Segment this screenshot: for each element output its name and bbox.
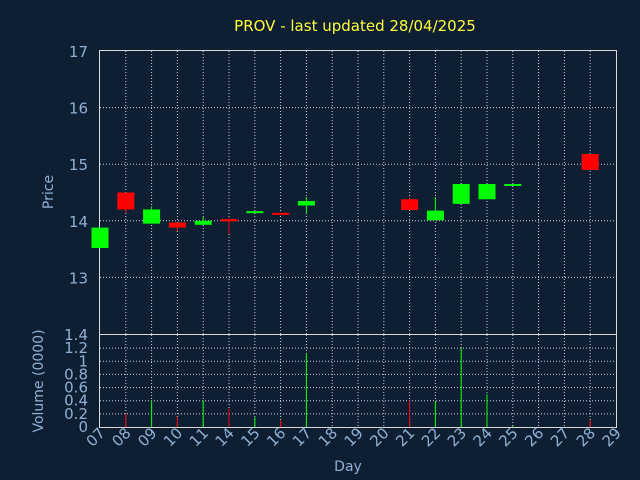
- candle: [117, 192, 135, 213]
- day-tick-label: 23: [444, 424, 470, 450]
- volume-panel-frame: [99, 334, 617, 428]
- price-tick-label: 16: [69, 100, 88, 118]
- day-tick-label: 19: [341, 424, 367, 450]
- candle: [426, 197, 444, 221]
- price-tick-label: 17: [69, 43, 88, 61]
- day-tick-label: 09: [134, 424, 160, 450]
- price-tick-label: 13: [69, 269, 88, 287]
- candle-body: [581, 154, 599, 170]
- volume-tick-label: 1.4: [64, 326, 88, 344]
- candle-body: [168, 222, 186, 228]
- candle-body: [143, 209, 161, 224]
- candle: [401, 197, 419, 211]
- candle: [194, 216, 212, 225]
- day-tick-label: 28: [573, 424, 599, 450]
- day-tick-label: 24: [470, 424, 496, 450]
- day-tick-label: 14: [212, 424, 238, 450]
- x-axis-label: Day: [334, 459, 362, 475]
- candle: [581, 154, 599, 170]
- volume-tick-labels: 1.41.210.80.60.40.20: [64, 326, 88, 436]
- volume-tick-label: 0.8: [64, 365, 88, 383]
- volume-grid: [100, 335, 616, 427]
- volume-tick-label: 1.2: [64, 339, 88, 357]
- candle: [504, 184, 522, 187]
- candle-body: [452, 184, 470, 204]
- day-tick-label: 10: [160, 424, 186, 450]
- price-grid: [100, 51, 616, 334]
- day-tick-label: 25: [495, 424, 521, 450]
- day-tick-label: 15: [237, 424, 263, 450]
- volume-tick-label: 0.6: [64, 379, 88, 397]
- day-tick-label: 29: [599, 424, 625, 450]
- day-tick-label: 26: [521, 424, 547, 450]
- candle-body: [478, 184, 496, 200]
- day-tick-label: 27: [547, 424, 573, 450]
- chart-title: PROV - last updated 28/04/2025: [234, 17, 476, 35]
- volume-axis-label: Volume (0000): [31, 329, 47, 432]
- candle-body: [504, 184, 522, 187]
- candle: [168, 222, 186, 231]
- day-tick-label: 16: [263, 424, 289, 450]
- candle: [297, 197, 315, 215]
- candle: [246, 211, 264, 214]
- day-tick-label: 18: [315, 424, 341, 450]
- candle-body: [272, 212, 290, 215]
- day-tick-label: 17: [289, 424, 315, 450]
- candle: [452, 184, 470, 204]
- candle: [91, 227, 109, 248]
- candle-body: [91, 227, 109, 248]
- candle-body: [297, 200, 315, 206]
- volume-bars: [125, 348, 591, 427]
- candle: [143, 206, 161, 224]
- price-tick-label: 14: [69, 213, 88, 231]
- price-tick-labels: 17 16 15 14 13: [69, 43, 88, 287]
- day-tick-label: 08: [108, 424, 134, 450]
- candle-body: [401, 199, 419, 211]
- volume-tick-label: 0.4: [64, 392, 88, 410]
- candle-body: [246, 211, 264, 214]
- candle: [272, 212, 290, 215]
- price-tick-label: 15: [69, 156, 88, 174]
- day-tick-label: 11: [186, 424, 212, 450]
- volume-tick-label: 0.2: [64, 405, 88, 423]
- candles: [91, 154, 599, 248]
- day-tick-label: 20: [366, 424, 392, 450]
- candle-body: [194, 220, 212, 225]
- price-axis-label: Price: [41, 175, 57, 209]
- day-tick-labels: 07 08 09 10 11 14 15 16 17 18 19 20 21 22 23 24 25 26 27 28…: [83, 424, 625, 450]
- candle-body: [220, 219, 238, 222]
- day-tick-label: 22: [418, 424, 444, 450]
- volume-tick-label: 1: [78, 352, 88, 370]
- day-tick-label: 21: [392, 424, 418, 450]
- candle: [478, 184, 496, 200]
- candle-body: [426, 210, 444, 221]
- candle-body: [117, 192, 135, 210]
- volume-tick-label: 0: [78, 418, 88, 436]
- candle: [220, 217, 238, 234]
